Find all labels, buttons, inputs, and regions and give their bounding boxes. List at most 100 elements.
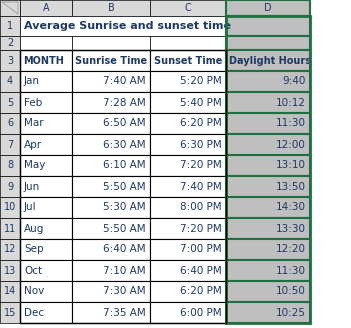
Bar	[20, 302, 72, 323]
Text: 13:50: 13:50	[276, 181, 306, 192]
Bar	[0, 281, 20, 302]
Text: Oct: Oct	[24, 265, 42, 276]
Text: 2: 2	[7, 38, 13, 48]
Bar	[226, 260, 310, 281]
Bar	[0, 134, 20, 155]
Bar	[72, 0, 150, 16]
Text: Sep: Sep	[24, 244, 44, 255]
Text: Mar: Mar	[24, 118, 44, 129]
Text: 10: 10	[4, 202, 16, 213]
Text: Sunset Time: Sunset Time	[154, 55, 222, 66]
Bar	[72, 36, 150, 50]
Text: Daylight Hours: Daylight Hours	[229, 55, 311, 66]
Text: 5:50 AM: 5:50 AM	[104, 223, 146, 234]
Text: 6:40 AM: 6:40 AM	[104, 244, 146, 255]
Text: Jan: Jan	[24, 76, 40, 87]
Bar	[72, 92, 150, 113]
Bar	[226, 155, 310, 176]
Bar	[150, 218, 226, 239]
Text: 8: 8	[7, 160, 13, 171]
Bar	[150, 197, 226, 218]
Bar	[226, 176, 310, 197]
Bar	[20, 0, 72, 16]
Text: 13:30: 13:30	[276, 223, 306, 234]
Bar	[20, 239, 72, 260]
Bar	[226, 197, 310, 218]
Text: 9: 9	[7, 181, 13, 192]
Text: 5:20 PM: 5:20 PM	[180, 76, 222, 87]
Bar	[226, 218, 310, 239]
Text: 6:10 AM: 6:10 AM	[104, 160, 146, 171]
Text: 5:40 PM: 5:40 PM	[180, 97, 222, 108]
Bar	[20, 218, 72, 239]
Bar	[20, 36, 72, 50]
Bar	[72, 155, 150, 176]
Bar	[150, 113, 226, 134]
Bar	[72, 260, 150, 281]
Text: MONTH: MONTH	[23, 55, 64, 66]
Bar	[226, 239, 310, 260]
Bar	[20, 155, 72, 176]
Text: 6:20 PM: 6:20 PM	[180, 118, 222, 129]
Text: 13: 13	[4, 265, 16, 276]
Text: 10:25: 10:25	[276, 308, 306, 318]
Text: 6:40 PM: 6:40 PM	[180, 265, 222, 276]
Bar	[226, 113, 310, 134]
Bar	[0, 155, 20, 176]
Bar	[0, 302, 20, 323]
Bar	[0, 260, 20, 281]
Text: 11: 11	[4, 223, 16, 234]
Bar	[20, 16, 226, 36]
Text: Feb: Feb	[24, 97, 42, 108]
Bar	[226, 71, 310, 92]
Text: 8:00 PM: 8:00 PM	[180, 202, 222, 213]
Bar	[20, 134, 72, 155]
Bar	[150, 92, 226, 113]
Bar	[72, 197, 150, 218]
Text: Sunrise Time: Sunrise Time	[75, 55, 147, 66]
Bar	[72, 302, 150, 323]
Text: Jun: Jun	[24, 181, 40, 192]
Bar	[226, 134, 310, 155]
Bar	[72, 239, 150, 260]
Bar	[226, 16, 310, 323]
Text: 15: 15	[4, 308, 16, 318]
Bar	[150, 71, 226, 92]
Text: May: May	[24, 160, 45, 171]
Text: 7:10 AM: 7:10 AM	[104, 265, 146, 276]
Text: Apr: Apr	[24, 139, 42, 150]
Text: 6:30 PM: 6:30 PM	[180, 139, 222, 150]
Bar	[150, 134, 226, 155]
Bar	[0, 50, 20, 71]
Text: 7:30 AM: 7:30 AM	[104, 286, 146, 297]
Bar	[226, 0, 310, 16]
Bar	[150, 260, 226, 281]
Bar	[226, 50, 310, 71]
Bar	[150, 155, 226, 176]
Text: A: A	[43, 3, 49, 13]
Bar	[150, 36, 226, 50]
Text: 10:12: 10:12	[276, 97, 306, 108]
Text: 12: 12	[4, 244, 16, 255]
Text: 6:20 PM: 6:20 PM	[180, 286, 222, 297]
Bar	[0, 16, 20, 36]
Bar	[20, 176, 72, 197]
Text: 10:50: 10:50	[276, 286, 306, 297]
Text: 5: 5	[7, 97, 13, 108]
Bar	[72, 134, 150, 155]
Text: 14: 14	[4, 286, 16, 297]
Bar	[72, 281, 150, 302]
Bar	[0, 113, 20, 134]
Bar	[72, 218, 150, 239]
Bar	[150, 302, 226, 323]
Text: 12:00: 12:00	[276, 139, 306, 150]
Bar	[20, 50, 226, 323]
Text: C: C	[185, 3, 191, 13]
Bar	[226, 281, 310, 302]
Bar	[20, 281, 72, 302]
Bar	[72, 50, 150, 71]
Bar	[150, 176, 226, 197]
Bar	[226, 302, 310, 323]
Text: Nov: Nov	[24, 286, 44, 297]
Text: 9:40: 9:40	[283, 76, 306, 87]
